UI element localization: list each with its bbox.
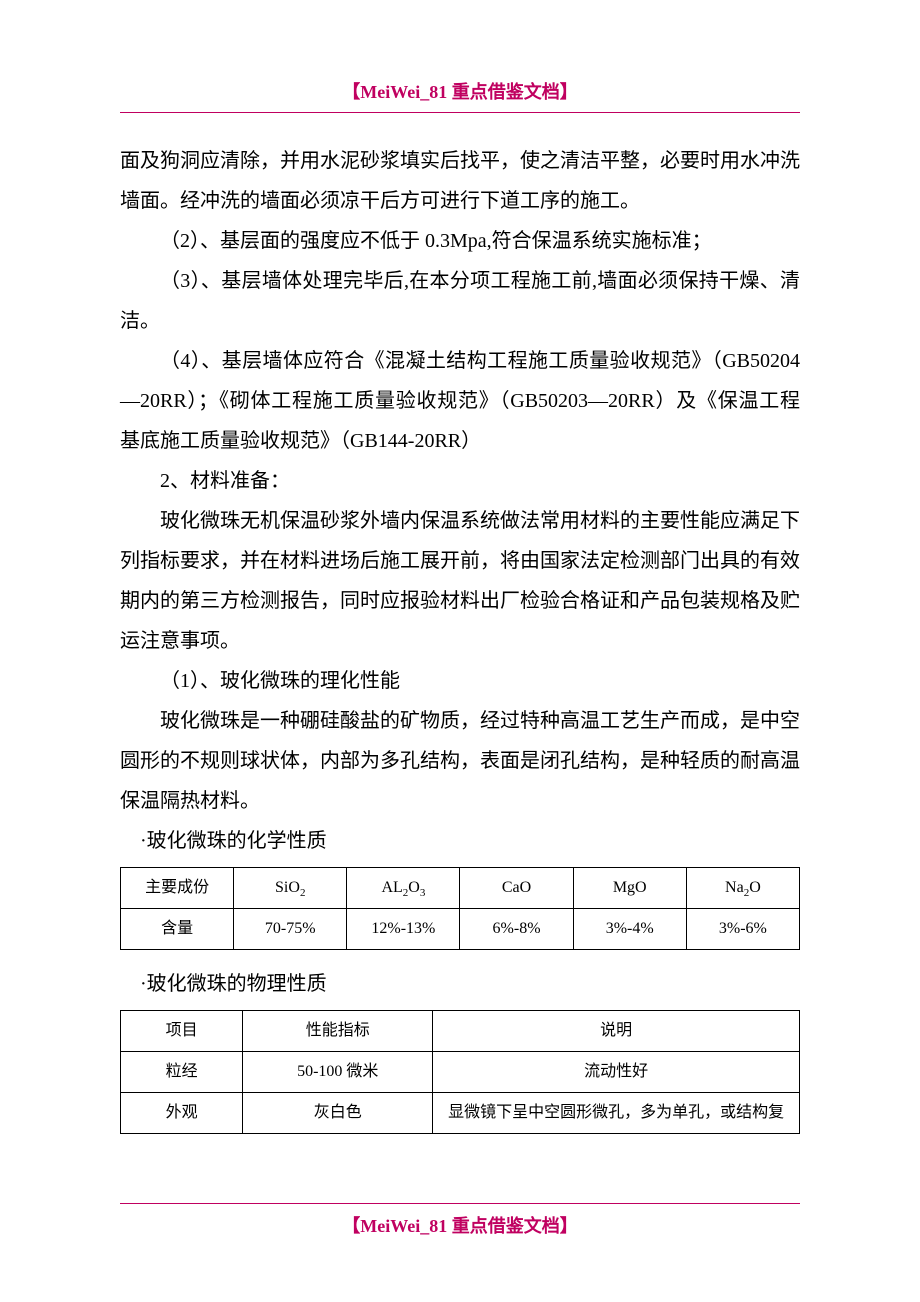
table-cell: 流动性好 — [433, 1052, 800, 1093]
table-row: 外观 灰白色 显微镜下呈中空圆形微孔，多为单孔，或结构复 — [121, 1093, 800, 1134]
paragraph: （1）、玻化微珠的理化性能 — [120, 661, 800, 701]
table-cell: 灰白色 — [243, 1093, 433, 1134]
paragraph: （4）、基层墙体应符合《混凝土结构工程施工质量验收规范》（GB50204—20R… — [120, 341, 800, 461]
table-row: 含量 70-75% 12%-13% 6%-8% 3%-4% 3%-6% — [121, 909, 800, 950]
table-cell: SiO2 — [234, 868, 347, 909]
paragraph: 玻化微珠是一种硼硅酸盐的矿物质，经过特种高温工艺生产而成，是中空圆形的不规则球状… — [120, 701, 800, 821]
table-cell: 项目 — [121, 1011, 243, 1052]
table-cell: 6%-8% — [460, 909, 573, 950]
table-cell: Na2O — [686, 868, 799, 909]
paragraph: 2、材料准备： — [120, 461, 800, 501]
bullet-heading: ·玻化微珠的物理性质 — [120, 964, 800, 1004]
table-cell: 3%-6% — [686, 909, 799, 950]
table-cell: 说明 — [433, 1011, 800, 1052]
table-cell: CaO — [460, 868, 573, 909]
table-cell: MgO — [573, 868, 686, 909]
table-cell: 3%-4% — [573, 909, 686, 950]
table-cell: AL2O3 — [347, 868, 460, 909]
table-cell: 70-75% — [234, 909, 347, 950]
bullet-heading: ·玻化微珠的化学性质 — [120, 821, 800, 861]
paragraph: 面及狗洞应清除，并用水泥砂浆填实后找平，使之清洁平整，必要时用水冲洗墙面。经冲洗… — [120, 141, 800, 221]
table-cell: 外观 — [121, 1093, 243, 1134]
physical-properties-table: 项目 性能指标 说明 粒经 50-100 微米 流动性好 外观 灰白色 显微镜下… — [120, 1010, 800, 1134]
table-cell: 性能指标 — [243, 1011, 433, 1052]
table-row: 主要成份 SiO2 AL2O3 CaO MgO Na2O — [121, 868, 800, 909]
document-body: 面及狗洞应清除，并用水泥砂浆填实后找平，使之清洁平整，必要时用水冲洗墙面。经冲洗… — [120, 141, 800, 1134]
table-row: 项目 性能指标 说明 — [121, 1011, 800, 1052]
paragraph: 玻化微珠无机保温砂浆外墙内保温系统做法常用材料的主要性能应满足下列指标要求，并在… — [120, 501, 800, 661]
paragraph: （2）、基层面的强度应不低于 0.3Mpa,符合保温系统实施标准； — [120, 221, 800, 261]
table-cell: 50-100 微米 — [243, 1052, 433, 1093]
table-cell: 显微镜下呈中空圆形微孔，多为单孔，或结构复 — [433, 1093, 800, 1134]
document-page: 【MeiWei_81 重点借鉴文档】 面及狗洞应清除，并用水泥砂浆填实后找平，使… — [0, 0, 920, 1208]
chemical-properties-table: 主要成份 SiO2 AL2O3 CaO MgO Na2O 含量 70-75% 1… — [120, 867, 800, 950]
page-header: 【MeiWei_81 重点借鉴文档】 — [120, 78, 800, 113]
page-footer: 【MeiWei_81 重点借鉴文档】 — [120, 1203, 800, 1238]
table-cell: 主要成份 — [121, 868, 234, 909]
table-cell: 粒经 — [121, 1052, 243, 1093]
table-row: 粒经 50-100 微米 流动性好 — [121, 1052, 800, 1093]
paragraph: （3）、基层墙体处理完毕后,在本分项工程施工前,墙面必须保持干燥、清洁。 — [120, 261, 800, 341]
table-cell: 12%-13% — [347, 909, 460, 950]
table-cell: 含量 — [121, 909, 234, 950]
